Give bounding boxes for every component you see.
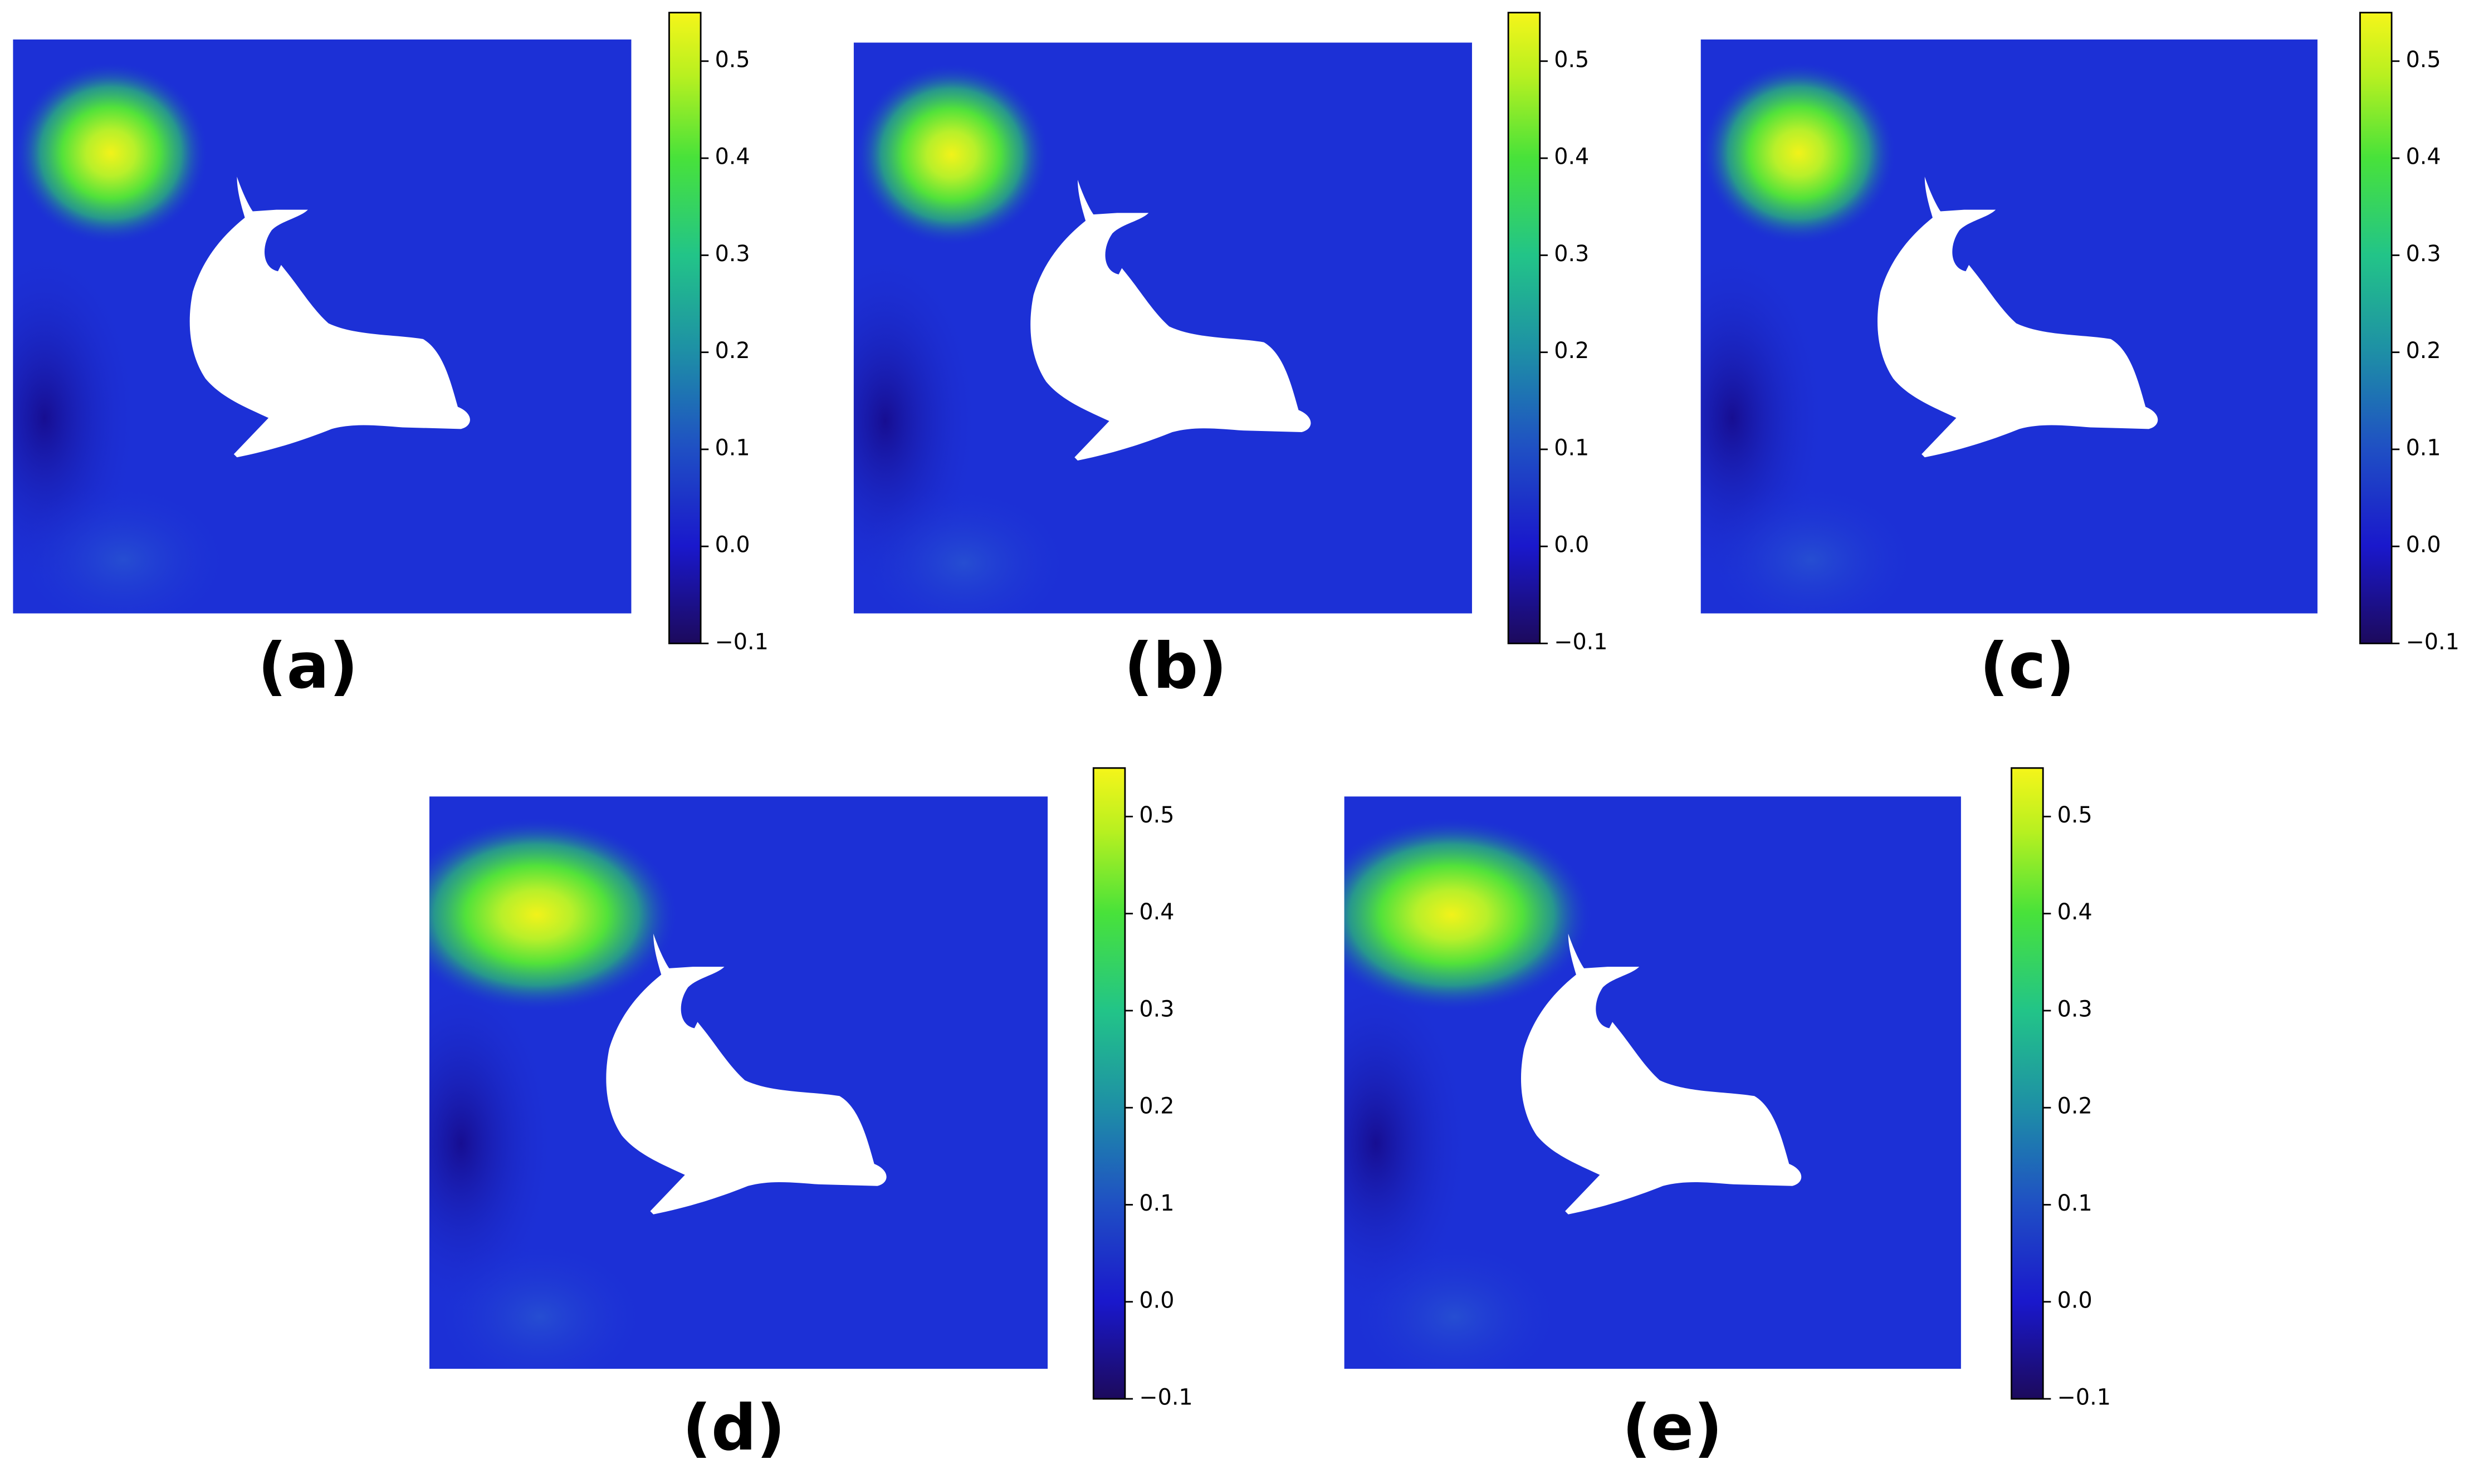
colorbar-tick-label: 0.1: [2057, 1191, 2092, 1216]
colorbar-tick-label: −0.1: [1554, 629, 1607, 655]
colorbar-tick-label: 0.3: [1139, 996, 1174, 1022]
mid-region: [13, 481, 234, 614]
low-region: [1344, 969, 1471, 1317]
panel: −0.1 0.0 0.1 0.2 0.3 0.4 0.5 (e): [1344, 767, 2111, 1465]
colorbar: [2011, 767, 2044, 1400]
heatmap: [13, 39, 632, 614]
panel-label: (a): [258, 629, 358, 703]
colorbar-tick-label: 0.0: [1554, 532, 1589, 558]
hot-spot: [13, 61, 209, 244]
colorbar-tick-label: 0.2: [715, 338, 750, 364]
colorbar-tick-label: 0.5: [1554, 47, 1589, 72]
colorbar: [1507, 12, 1541, 644]
colorbar-tick-label: 0.0: [1139, 1287, 1174, 1313]
colorbar-tick-label: 0.4: [1554, 144, 1589, 170]
hot-spot: [429, 817, 679, 1013]
mid-region: [1344, 1238, 1566, 1369]
colorbar-tick-label: −0.1: [2406, 629, 2460, 655]
hot-spot: [1344, 817, 1593, 1013]
colorbar-tick-label: 0.4: [1139, 899, 1174, 925]
heatmap: [429, 796, 1048, 1369]
colorbar-tick-label: 0.3: [1554, 241, 1589, 267]
hot-spot: [1700, 61, 1896, 244]
colorbar-tick-label: 0.4: [2406, 144, 2441, 170]
colorbar-tick-label: 0.5: [1139, 802, 1174, 828]
colorbar: [668, 12, 702, 644]
heatmap: [853, 42, 1472, 614]
panel: −0.1 0.0 0.1 0.2 0.3 0.4 0.5 (d): [429, 767, 1193, 1465]
colorbar-tick-label: −0.1: [2057, 1385, 2111, 1410]
panel-label: (b): [1124, 629, 1227, 703]
colorbar-tick-label: 0.0: [2406, 532, 2441, 558]
colorbar-tick-label: 0.0: [715, 532, 750, 558]
colorbar-tick-label: 0.5: [2057, 802, 2092, 828]
panel: −0.1 0.0 0.1 0.2 0.3 0.4 0.5 (a): [13, 12, 769, 703]
panel: −0.1 0.0 0.1 0.2 0.3 0.4 0.5 (b): [853, 12, 1607, 703]
colorbar-tick-label: 0.3: [715, 241, 750, 267]
mid-region: [1700, 481, 1922, 614]
hot-spot: [853, 63, 1049, 246]
panel-label: (e): [1622, 1391, 1722, 1465]
heatmap: [1344, 796, 1961, 1369]
colorbar-tick-label: 0.5: [715, 47, 750, 72]
colorbar-tick-label: 0.2: [1554, 338, 1589, 364]
colorbar-tick-label: 0.4: [715, 144, 750, 170]
panel: −0.1 0.0 0.1 0.2 0.3 0.4 0.5 (c): [1700, 12, 2460, 703]
mid-region: [853, 484, 1075, 614]
colorbar-tick-label: 0.2: [2406, 338, 2441, 364]
low-region: [429, 969, 556, 1317]
colorbar-tick-label: 0.4: [2057, 899, 2092, 925]
colorbar-tick-label: 0.1: [2406, 435, 2441, 461]
colorbar-tick-label: 0.1: [1554, 435, 1589, 461]
colorbar: [2359, 12, 2393, 644]
colorbar-tick-label: 0.3: [2057, 996, 2092, 1022]
colorbar-tick-label: 0.1: [1139, 1191, 1174, 1216]
colorbar-tick-label: 0.1: [715, 435, 750, 461]
colorbar-tick-label: 0.5: [2406, 47, 2441, 72]
panel-label: (d): [682, 1391, 785, 1465]
colorbar-tick-label: 0.2: [2057, 1094, 2092, 1119]
colorbar-tick-label: 0.3: [2406, 241, 2441, 267]
colorbar-tick-label: −0.1: [1139, 1385, 1192, 1410]
colorbar-tick-label: 0.0: [2057, 1287, 2092, 1313]
heatmap: [1700, 39, 2317, 614]
colorbar: [1092, 767, 1126, 1400]
panel-label: (c): [1980, 629, 2075, 703]
colorbar-tick-label: 0.2: [1139, 1094, 1174, 1119]
colorbar-tick-label: −0.1: [715, 629, 769, 655]
mid-region: [429, 1238, 651, 1369]
